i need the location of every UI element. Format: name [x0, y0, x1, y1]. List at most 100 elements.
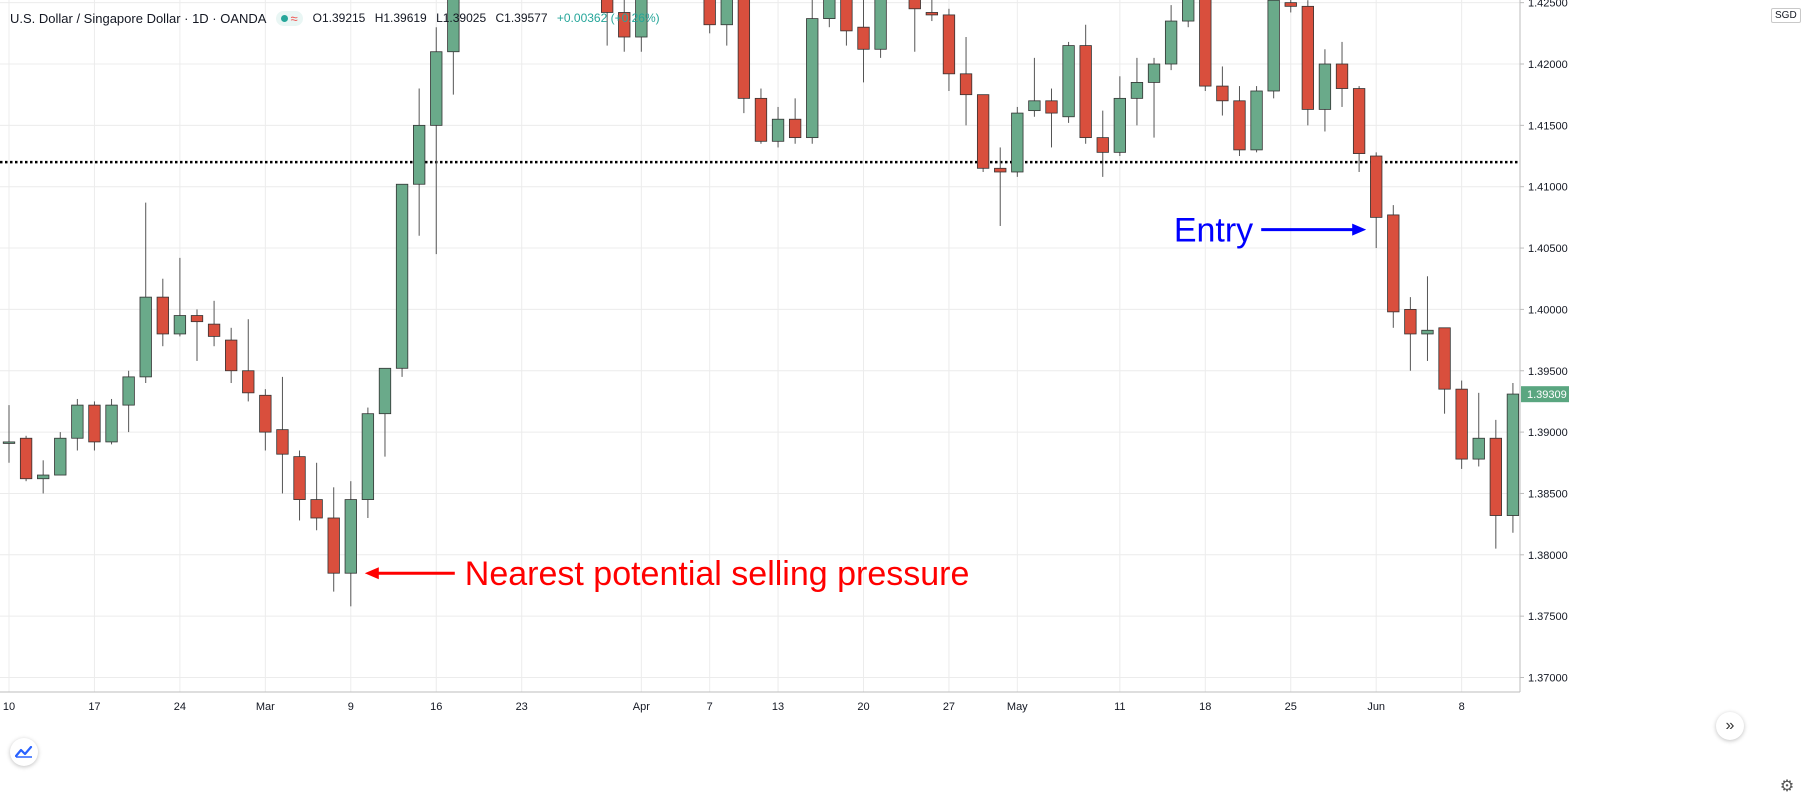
candle-body — [293, 456, 306, 500]
candle-body — [1011, 112, 1024, 173]
candle-body — [447, 0, 460, 53]
candle-body — [1421, 329, 1434, 335]
gear-icon[interactable]: ⚙ — [1779, 778, 1795, 795]
double-chevron-right-icon: » — [1725, 717, 1735, 734]
candle-body — [2, 441, 16, 444]
price-tick-label: 1.38000 — [1528, 550, 1568, 562]
candle — [276, 376, 289, 494]
time-axis[interactable]: 10 17 24 Mar 9 16 23 Apr 7 13 20 27 May 11 18 25 Jun 8 — [0, 691, 1520, 713]
candle — [1455, 380, 1468, 469]
candle — [925, 0, 939, 22]
candle — [771, 106, 785, 148]
price-tick-label: 1.38500 — [1528, 488, 1568, 500]
candle — [601, 0, 614, 46]
candle-body — [1199, 0, 1212, 87]
candle — [976, 94, 990, 172]
candle-body — [1028, 100, 1041, 112]
candle — [259, 389, 272, 451]
candle — [2, 405, 16, 463]
symbol-title[interactable]: U.S. Dollar / Singapore Dollar · 1D · OA… — [10, 10, 267, 26]
candle — [139, 202, 152, 384]
last-price-label: 1.39309 — [1527, 389, 1567, 401]
candle — [874, 0, 887, 58]
candle — [310, 462, 323, 531]
candle — [1079, 24, 1092, 144]
time-tick-label: 23 — [516, 701, 528, 713]
candle-body — [618, 12, 631, 38]
time-tick-label: 13 — [772, 701, 784, 713]
candle-body — [378, 367, 392, 415]
price-axis[interactable]: 1.37000 1.37500 1.38000 1.38500 1.39000 1.395… — [1519, 0, 1569, 692]
candle-body — [994, 167, 1007, 173]
candle — [1250, 86, 1263, 153]
candle — [788, 98, 802, 144]
scroll-to-realtime-button[interactable]: » — [1716, 712, 1744, 740]
candle-body — [1216, 85, 1229, 102]
open-value: O1.39215 — [312, 11, 366, 25]
change-value: +0.00362 (+0.26%) — [556, 11, 660, 25]
tradingview-logo-icon[interactable] — [10, 738, 38, 766]
time-tick-label: Apr — [633, 701, 650, 713]
candle — [1404, 297, 1417, 371]
annotation-entry: Entry — [1174, 212, 1253, 250]
candle-body — [1438, 327, 1451, 390]
time-tick-label: 16 — [430, 701, 442, 713]
candle — [1318, 49, 1332, 132]
price-tick-label: 1.37000 — [1528, 673, 1568, 685]
candle — [1370, 152, 1383, 249]
candle — [737, 0, 751, 114]
candle-body — [225, 339, 238, 372]
candle-body — [1387, 214, 1400, 313]
candle-body — [1267, 0, 1280, 92]
candle — [1472, 392, 1485, 467]
candle-body — [1301, 5, 1314, 110]
candle — [105, 398, 118, 445]
candles — [2, 0, 1520, 607]
candle-body — [1096, 137, 1109, 153]
ohlc-values: O1.39215 H1.39619 L1.39025 C1.39577 +0.0… — [313, 11, 666, 25]
candle-body — [395, 183, 409, 369]
candle-body — [1045, 100, 1058, 114]
candle — [242, 319, 255, 402]
candle-body — [1318, 63, 1332, 110]
candle — [1028, 57, 1041, 117]
candle — [1096, 110, 1109, 177]
status-badges[interactable]: ≈ — [276, 10, 303, 26]
candle — [207, 300, 221, 347]
candle-body — [1164, 20, 1178, 65]
candle — [122, 370, 135, 433]
candle — [1267, 0, 1280, 99]
candle — [1489, 419, 1502, 549]
candle — [54, 432, 67, 476]
candle — [1164, 5, 1178, 71]
candle-body — [925, 12, 939, 16]
candle-body — [1147, 63, 1161, 83]
candle — [395, 183, 409, 377]
candle — [959, 37, 973, 126]
high-value: H1.39619 — [374, 11, 427, 25]
candle — [1438, 327, 1451, 414]
candle-body — [601, 0, 614, 13]
candle — [327, 487, 340, 592]
candle-body — [105, 404, 118, 443]
price-tick-label: 1.40000 — [1528, 304, 1568, 316]
candle-body — [857, 26, 870, 50]
candle — [1113, 76, 1126, 157]
currency-label[interactable]: SGD — [1771, 8, 1801, 23]
candle-body — [806, 18, 819, 139]
candle — [1352, 86, 1366, 172]
candle-body — [1472, 437, 1485, 460]
candle-body — [754, 97, 768, 142]
candle-body — [771, 118, 785, 142]
candle — [173, 257, 187, 337]
candle-body — [1506, 393, 1520, 516]
close-value: C1.39577 — [495, 11, 548, 25]
candle — [71, 398, 84, 451]
price-tick-label: 1.37500 — [1528, 611, 1568, 623]
candle — [1062, 41, 1075, 123]
candle-body — [1182, 0, 1195, 22]
time-tick-label: 8 — [1459, 701, 1465, 713]
candle — [942, 8, 956, 91]
